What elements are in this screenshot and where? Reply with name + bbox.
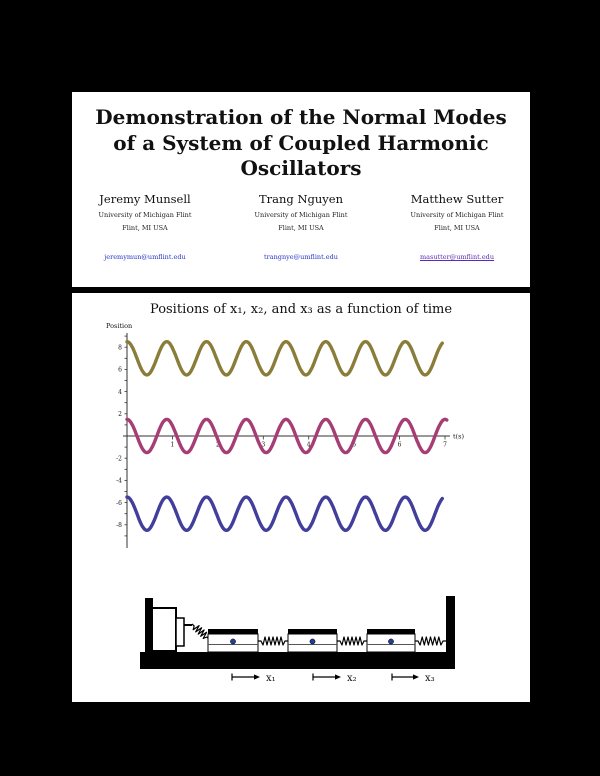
displacement-arrow-2 — [312, 673, 341, 681]
left-wall — [145, 598, 153, 652]
x-axis-label: t(s) — [453, 433, 464, 441]
author-email-link[interactable]: trangnye@umflint.edu — [264, 253, 338, 261]
author-affiliation: University of Michigan Flint — [98, 211, 192, 219]
displacement-arrow-3 — [391, 673, 419, 681]
y-tick-label: 6 — [118, 367, 122, 374]
cart-1-top — [208, 629, 258, 635]
paper-title: Demonstration of the Normal Modes of a S… — [72, 105, 530, 182]
author-name: Matthew Sutter — [410, 192, 504, 206]
spring-3-wall — [415, 636, 446, 646]
y-tick-label: 2 — [118, 411, 122, 418]
y-tick-label: -8 — [116, 522, 122, 529]
author-location: Flint, MI USA — [278, 224, 324, 232]
wave-x3 — [125, 495, 444, 532]
author-3: Matthew Sutter University of Michigan Fl… — [392, 192, 522, 263]
x-tick-label: 6 — [398, 442, 402, 449]
right-wall — [446, 596, 455, 652]
paper-title-line1: Demonstration of the Normal Modes — [95, 105, 507, 129]
x-tick-label: 3 — [261, 442, 265, 449]
x-tick-label: 7 — [443, 442, 447, 449]
cart-2-top — [288, 629, 337, 635]
driver-box — [151, 607, 177, 652]
cart-1-knob — [230, 638, 236, 645]
author-name: Jeremy Munsell — [99, 192, 191, 206]
displacement-label-1: x₁ — [266, 673, 276, 684]
chart-title: Positions of x₁, x₂, and x₃ as a functio… — [149, 302, 453, 317]
driver-plunger — [175, 617, 185, 647]
displacement-label-2: x₂ — [347, 673, 357, 684]
author-affiliation: University of Michigan Flint — [254, 211, 348, 219]
paper-title-line3: Oscillators — [240, 156, 362, 181]
y-tick-label: -6 — [116, 500, 122, 507]
y-tick-label: -2 — [116, 455, 122, 462]
track-base — [140, 652, 455, 669]
cart-3-knob — [388, 638, 394, 645]
cart-2-knob — [309, 638, 316, 645]
page-1: Demonstration of the Normal Modes of a S… — [72, 92, 530, 287]
paper-title-line2: of a System of Coupled Harmonic — [113, 130, 489, 155]
y-tick-label: -4 — [116, 478, 122, 485]
author-name: Trang Nguyen — [259, 192, 343, 206]
y-axis-label: Position — [106, 322, 132, 330]
y-tick-label: 4 — [118, 389, 122, 396]
x-tick-label: 4 — [307, 442, 311, 449]
displacement-arrow-1 — [231, 673, 260, 681]
coupled-oscillators-diagram: x₁ x₂ x₃ — [140, 596, 455, 684]
author-block: Jeremy Munsell University of Michigan Fl… — [72, 192, 530, 263]
x-tick-label: 5 — [352, 442, 356, 449]
y-tick-label: 8 — [118, 344, 122, 351]
author-email-link[interactable]: masutter@umflint.edu — [419, 253, 495, 261]
author-location: Flint, MI USA — [434, 224, 480, 232]
displacement-label-3: x₃ — [425, 673, 435, 684]
spring-1-2 — [258, 636, 288, 646]
wave-x1 — [125, 340, 444, 377]
author-2: Trang Nguyen University of Michigan Flin… — [236, 192, 366, 263]
x-tick-label: 2 — [216, 442, 220, 449]
spring-2-3 — [337, 636, 367, 646]
author-email-link[interactable]: jeremymun@umflint.edu — [104, 253, 186, 261]
author-affiliation: University of Michigan Flint — [410, 211, 504, 219]
wave-x2 — [125, 417, 449, 455]
author-location: Flint, MI USA — [122, 224, 168, 232]
x-tick-label: 1 — [171, 442, 175, 449]
author-1: Jeremy Munsell University of Michigan Fl… — [80, 192, 210, 263]
cart-3-top — [367, 629, 415, 635]
spring-driver — [191, 623, 210, 640]
position-time-chart: Position t(s) 8 6 4 2 -2 -4 -6 -8 1 2 3 4 5 6 7 — [106, 322, 464, 548]
page-2: Position t(s) 8 6 4 2 -2 -4 -6 -8 1 2 3 4 5 6 7 Position… — [72, 293, 530, 702]
